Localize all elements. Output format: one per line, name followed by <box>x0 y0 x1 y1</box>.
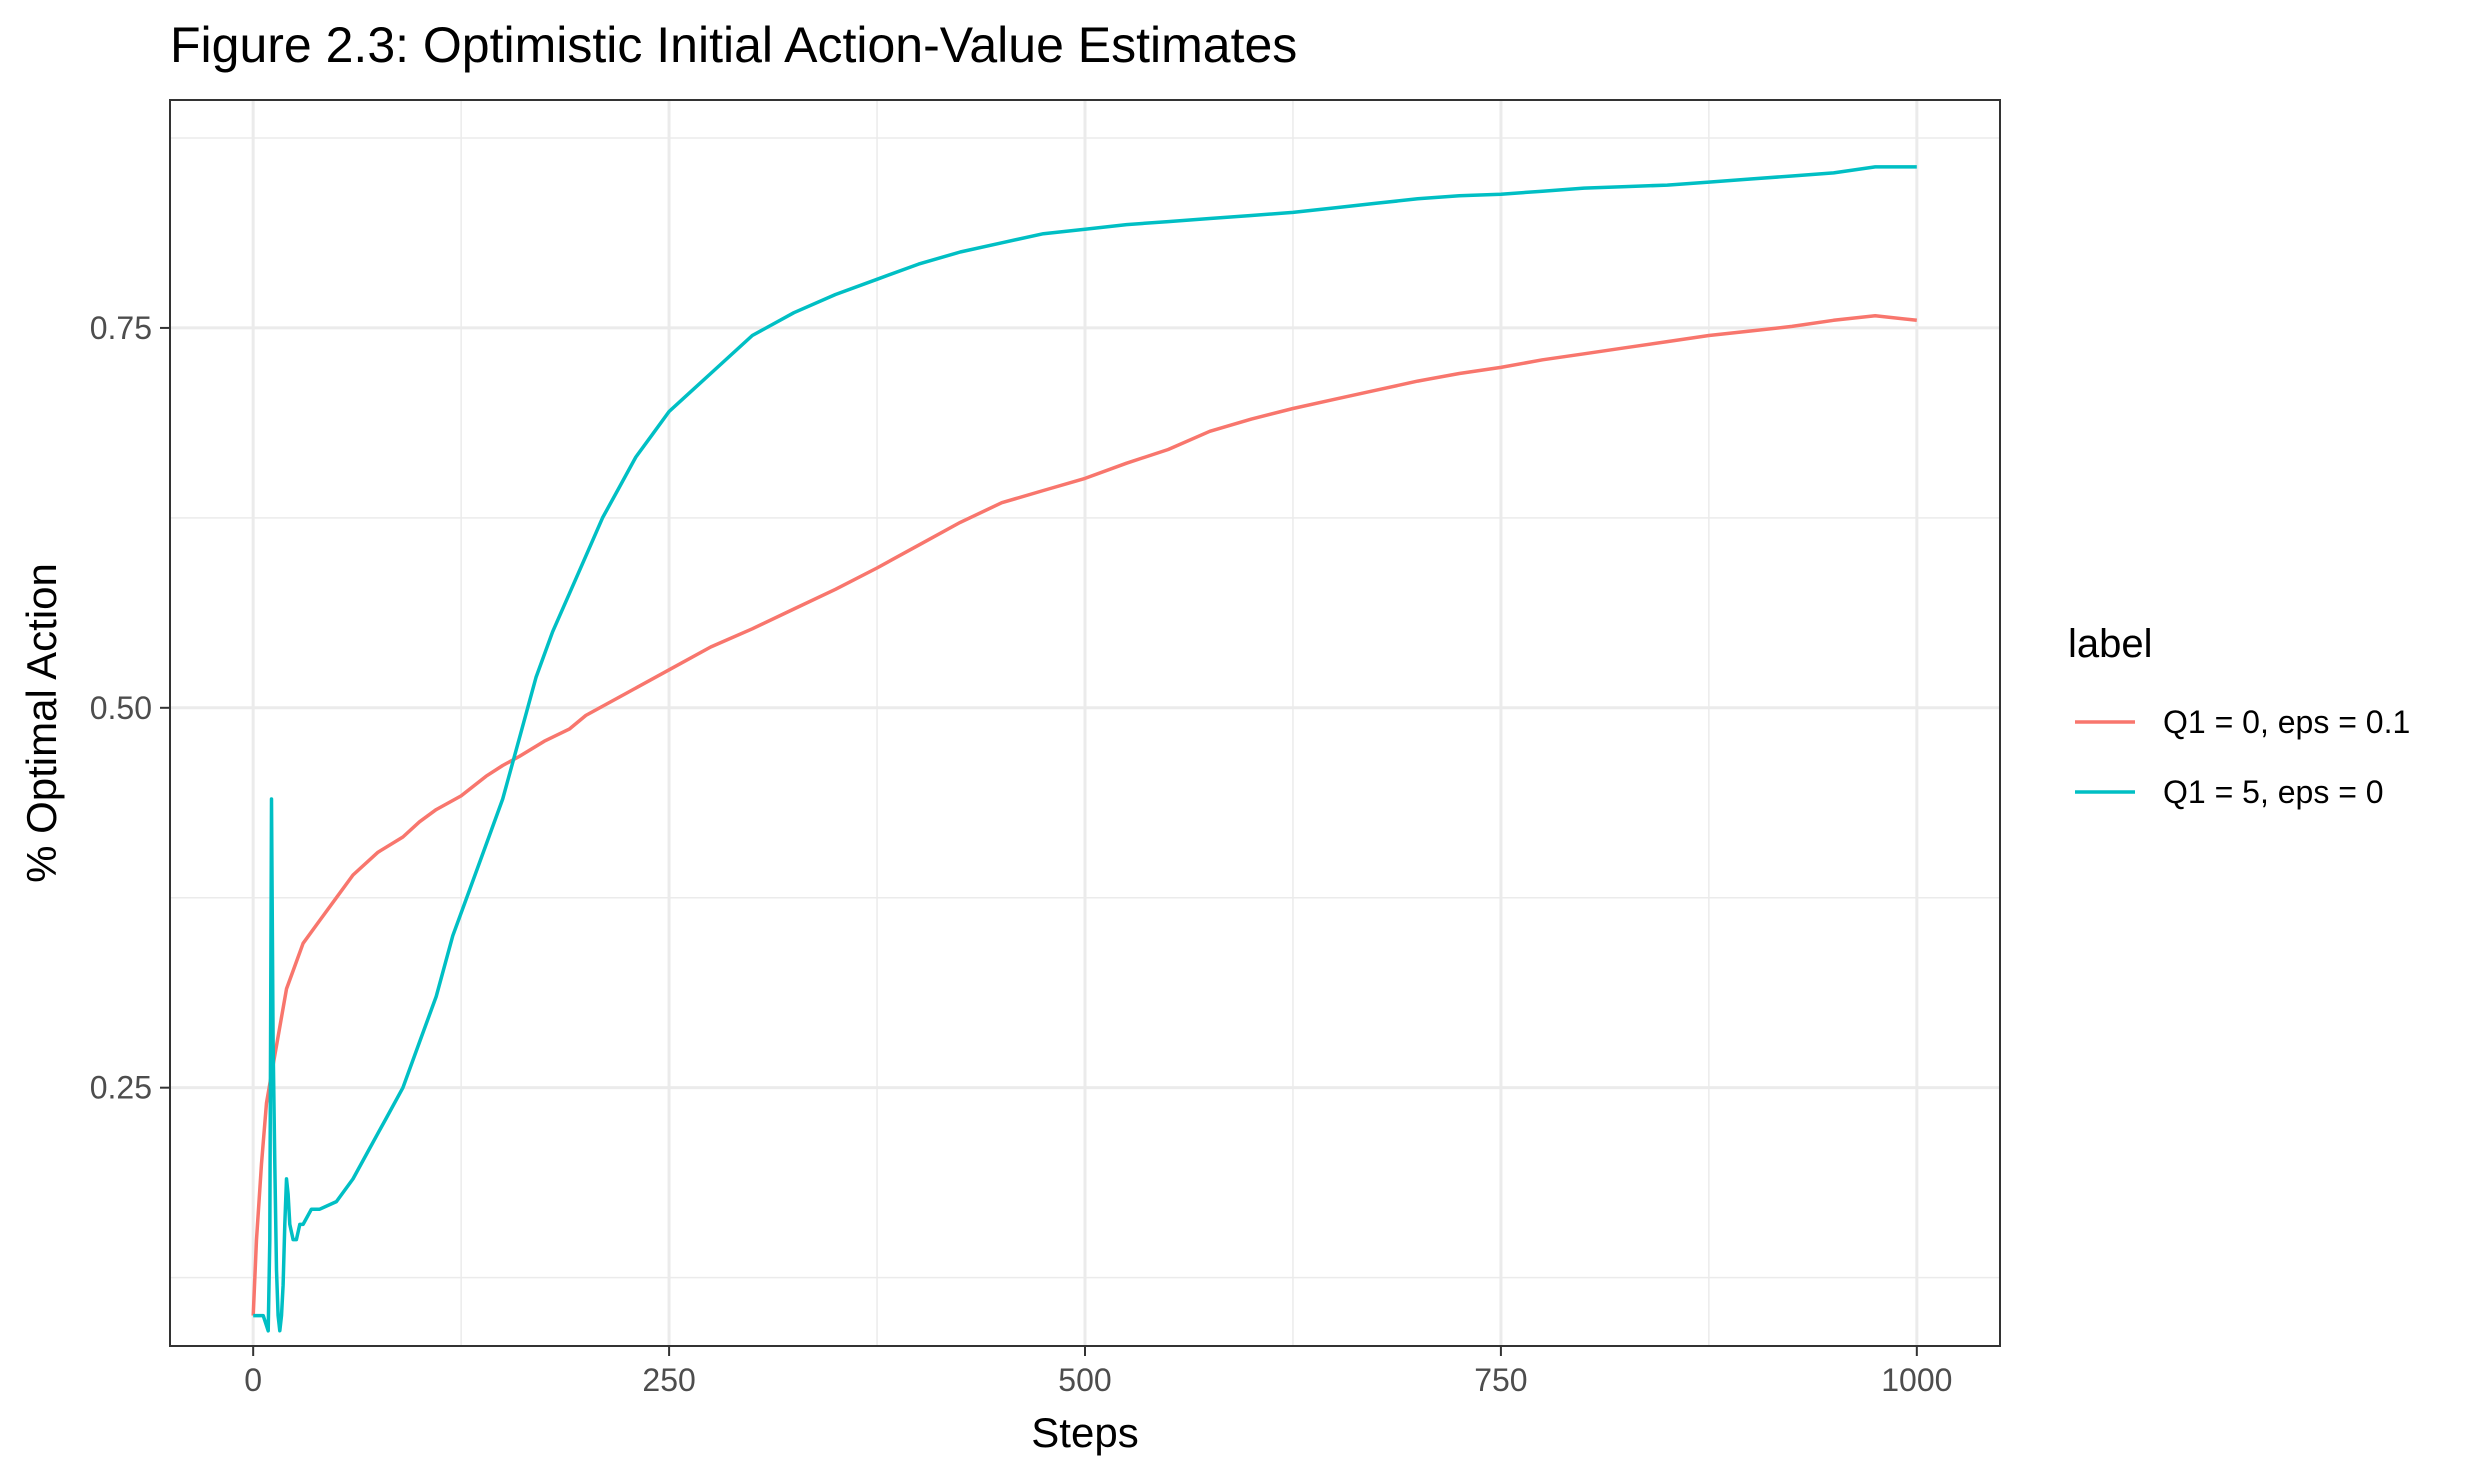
y-tick-label: 0.25 <box>90 1070 152 1106</box>
legend-label-2: Q1 = 5, eps = 0 <box>2163 774 2384 810</box>
x-tick-label: 750 <box>1474 1362 1527 1398</box>
series-line-1 <box>251 314 1917 1316</box>
y-tick-label: 0.50 <box>90 690 152 726</box>
legend-items: Q1 = 0, eps = 0.1 Q1 = 5, eps = 0 <box>2075 704 2410 810</box>
grid-major <box>170 100 2000 1346</box>
y-axis-title: % Optimal Action <box>18 563 65 883</box>
legend-label-1: Q1 = 0, eps = 0.1 <box>2163 704 2410 740</box>
chart-title: Figure 2.3: Optimistic Initial Action-Va… <box>170 17 1297 73</box>
series-line-2 <box>253 165 1917 1333</box>
series-layer <box>251 165 1917 1333</box>
x-tick-label: 250 <box>642 1362 695 1398</box>
x-tick-label: 1000 <box>1881 1362 1952 1398</box>
legend: label Q1 = 0, eps = 0.1 Q1 = 5, eps = 0 <box>2068 622 2410 810</box>
legend-title: label <box>2068 622 2153 666</box>
x-tick-label: 500 <box>1058 1362 1111 1398</box>
y-tick-label: 0.75 <box>90 310 152 346</box>
x-tick-label: 0 <box>244 1362 262 1398</box>
axis-tick-labels: 0 250 500 750 1000 0.25 0.50 0.75 <box>90 310 1953 1398</box>
x-axis-title: Steps <box>1031 1409 1138 1456</box>
axis-ticks <box>160 326 1918 1356</box>
